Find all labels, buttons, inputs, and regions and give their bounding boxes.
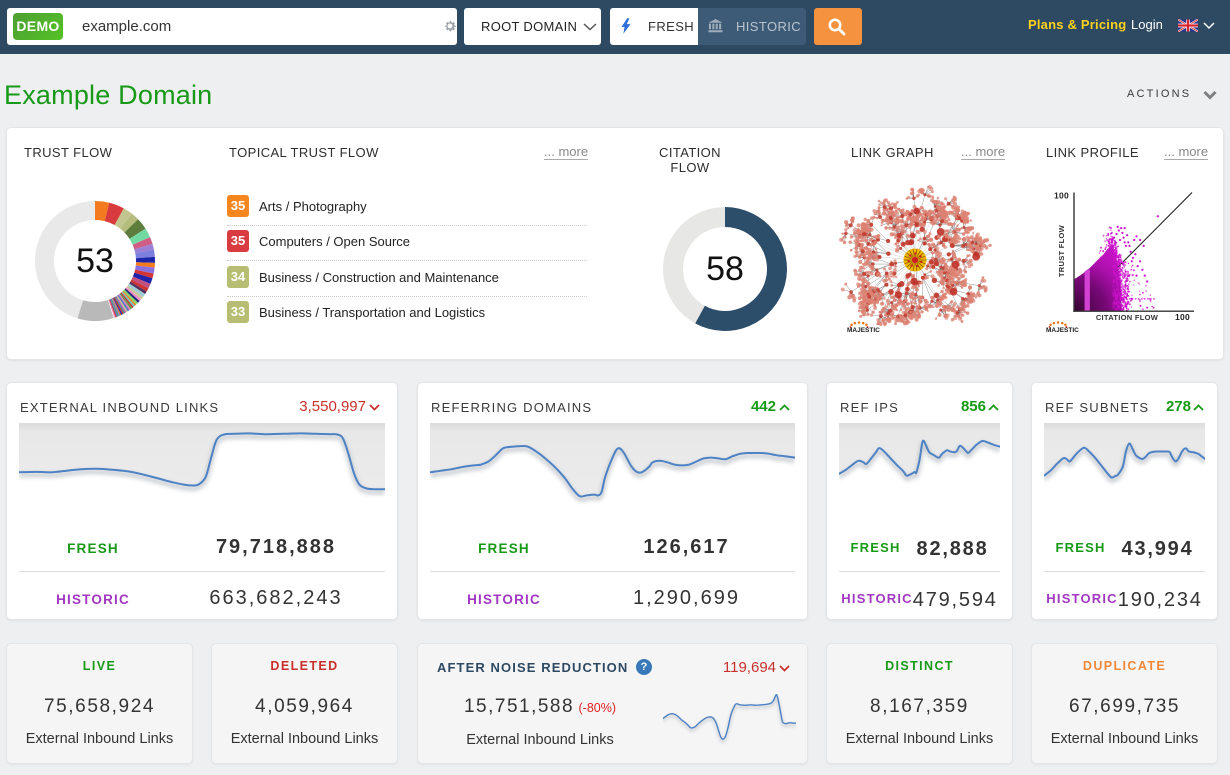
svg-text:MAJESTIC: MAJESTIC <box>847 327 880 334</box>
svg-text:100: 100 <box>1054 191 1069 201</box>
svg-text:TRUST FLOW: TRUST FLOW <box>1057 224 1066 277</box>
svg-text:CITATION FLOW: CITATION FLOW <box>1096 313 1159 322</box>
svg-text:MAJESTIC: MAJESTIC <box>1046 327 1079 334</box>
svg-text:100: 100 <box>1175 312 1190 322</box>
